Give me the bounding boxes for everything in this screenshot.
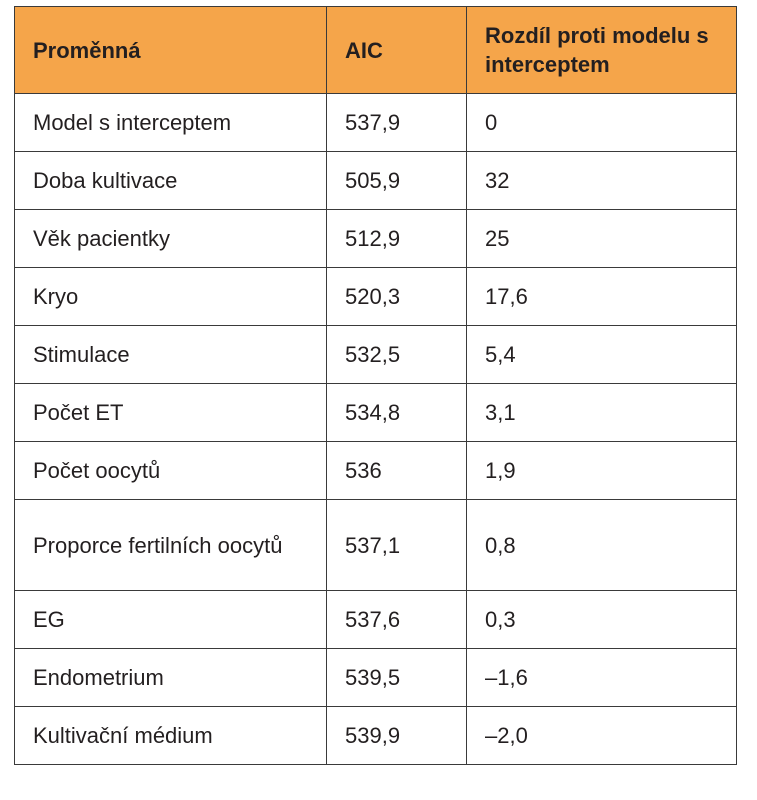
cell-difference: 32 xyxy=(466,151,737,210)
table-row: Kryo 520,3 17,6 xyxy=(14,267,737,326)
table-row: Proporce fertilních oocytů 537,1 0,8 xyxy=(14,499,737,591)
cell-difference: 0 xyxy=(466,93,737,152)
cell-difference: 1,9 xyxy=(466,441,737,500)
table-row: Věk pacientky 512,9 25 xyxy=(14,209,737,268)
table-row: Doba kultivace 505,9 32 xyxy=(14,151,737,210)
cell-aic: 505,9 xyxy=(326,151,467,210)
table-row: Kultivační médium 539,9 –2,0 xyxy=(14,706,737,765)
cell-difference: 0,8 xyxy=(466,499,737,591)
cell-aic: 536 xyxy=(326,441,467,500)
cell-aic: 537,6 xyxy=(326,590,467,649)
cell-variable: EG xyxy=(14,590,327,649)
cell-variable: Endometrium xyxy=(14,648,327,707)
cell-variable: Stimulace xyxy=(14,325,327,384)
cell-difference: –2,0 xyxy=(466,706,737,765)
cell-variable: Kryo xyxy=(14,267,327,326)
cell-difference: 25 xyxy=(466,209,737,268)
cell-aic: 534,8 xyxy=(326,383,467,442)
cell-variable: Počet ET xyxy=(14,383,327,442)
header-difference: Rozdíl proti modelu s interceptem xyxy=(466,6,737,94)
cell-variable: Model s interceptem xyxy=(14,93,327,152)
table-row: Počet oocytů 536 1,9 xyxy=(14,441,737,500)
header-aic: AIC xyxy=(326,6,467,94)
table-row: Model s interceptem 537,9 0 xyxy=(14,93,737,152)
cell-variable: Proporce fertilních oocytů xyxy=(14,499,327,591)
cell-variable: Věk pacientky xyxy=(14,209,327,268)
aic-table: Proměnná AIC Rozdíl proti modelu s inter… xyxy=(14,6,737,765)
table-row: Endometrium 539,5 –1,6 xyxy=(14,648,737,707)
cell-difference: 0,3 xyxy=(466,590,737,649)
cell-aic: 532,5 xyxy=(326,325,467,384)
cell-aic: 539,9 xyxy=(326,706,467,765)
cell-variable: Počet oocytů xyxy=(14,441,327,500)
table-row: Počet ET 534,8 3,1 xyxy=(14,383,737,442)
table-row: Stimulace 532,5 5,4 xyxy=(14,325,737,384)
cell-difference: 5,4 xyxy=(466,325,737,384)
cell-aic: 520,3 xyxy=(326,267,467,326)
cell-variable: Doba kultivace xyxy=(14,151,327,210)
cell-variable: Kultivační médium xyxy=(14,706,327,765)
cell-aic: 537,1 xyxy=(326,499,467,591)
cell-aic: 512,9 xyxy=(326,209,467,268)
cell-aic: 537,9 xyxy=(326,93,467,152)
cell-difference: 17,6 xyxy=(466,267,737,326)
header-variable: Proměnná xyxy=(14,6,327,94)
table-row: EG 537,6 0,3 xyxy=(14,590,737,649)
cell-difference: 3,1 xyxy=(466,383,737,442)
cell-difference: –1,6 xyxy=(466,648,737,707)
table-header-row: Proměnná AIC Rozdíl proti modelu s inter… xyxy=(14,6,737,94)
cell-aic: 539,5 xyxy=(326,648,467,707)
